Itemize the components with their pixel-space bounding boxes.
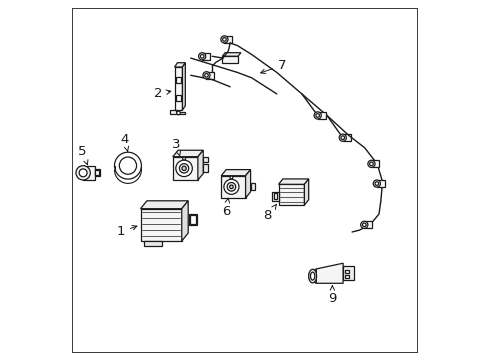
Bar xyxy=(271,192,278,201)
Text: 2: 2 xyxy=(154,87,170,100)
Polygon shape xyxy=(174,63,185,67)
Circle shape xyxy=(372,180,380,187)
Polygon shape xyxy=(278,179,308,184)
Circle shape xyxy=(339,134,346,141)
Polygon shape xyxy=(245,170,250,198)
Circle shape xyxy=(374,182,378,185)
Circle shape xyxy=(367,160,374,167)
Bar xyxy=(222,56,238,63)
Text: 9: 9 xyxy=(327,286,336,305)
Bar xyxy=(144,241,162,246)
Circle shape xyxy=(369,162,372,166)
Polygon shape xyxy=(140,209,182,241)
Ellipse shape xyxy=(308,269,316,283)
Text: 7: 7 xyxy=(260,59,286,73)
Circle shape xyxy=(313,112,321,119)
Polygon shape xyxy=(371,160,379,167)
Circle shape xyxy=(360,221,367,228)
Circle shape xyxy=(222,38,226,41)
Circle shape xyxy=(176,160,192,177)
Circle shape xyxy=(79,169,87,177)
Polygon shape xyxy=(206,72,214,79)
Text: 4: 4 xyxy=(120,132,128,151)
Bar xyxy=(273,193,277,199)
Ellipse shape xyxy=(114,152,141,179)
Circle shape xyxy=(200,54,203,58)
Polygon shape xyxy=(364,221,371,228)
Circle shape xyxy=(203,72,210,79)
Polygon shape xyxy=(202,53,210,60)
Bar xyxy=(95,169,100,176)
Bar xyxy=(203,164,207,172)
Polygon shape xyxy=(182,201,188,241)
Circle shape xyxy=(362,223,366,226)
Circle shape xyxy=(198,53,205,60)
Text: 6: 6 xyxy=(221,198,229,218)
Text: 3: 3 xyxy=(172,138,180,156)
Polygon shape xyxy=(221,170,250,176)
Bar xyxy=(190,215,195,224)
Ellipse shape xyxy=(119,157,136,174)
Polygon shape xyxy=(308,269,316,283)
Polygon shape xyxy=(83,166,95,180)
Text: 8: 8 xyxy=(263,204,276,222)
Bar xyxy=(95,170,99,175)
Polygon shape xyxy=(304,179,308,205)
Circle shape xyxy=(204,73,208,77)
Circle shape xyxy=(226,183,235,191)
Circle shape xyxy=(221,36,227,43)
Polygon shape xyxy=(198,150,203,180)
Circle shape xyxy=(315,114,319,117)
Polygon shape xyxy=(172,150,203,157)
Bar xyxy=(203,157,207,162)
Bar xyxy=(343,266,353,280)
Polygon shape xyxy=(174,67,182,110)
Polygon shape xyxy=(182,63,185,110)
Circle shape xyxy=(176,111,180,115)
Circle shape xyxy=(340,136,344,139)
Circle shape xyxy=(182,157,185,160)
Bar xyxy=(250,183,254,190)
Polygon shape xyxy=(140,201,188,209)
Bar xyxy=(176,95,180,101)
Text: 5: 5 xyxy=(78,145,88,165)
Bar xyxy=(344,275,348,278)
Circle shape xyxy=(179,164,188,173)
Polygon shape xyxy=(278,184,304,205)
Polygon shape xyxy=(376,180,384,187)
Polygon shape xyxy=(342,134,350,141)
Circle shape xyxy=(229,185,233,189)
Polygon shape xyxy=(172,157,198,180)
Ellipse shape xyxy=(310,272,314,280)
Circle shape xyxy=(224,179,239,194)
Bar xyxy=(176,77,180,83)
Polygon shape xyxy=(222,53,241,56)
Circle shape xyxy=(182,166,186,171)
Polygon shape xyxy=(170,110,185,114)
Polygon shape xyxy=(224,36,232,43)
Circle shape xyxy=(229,176,232,179)
Bar xyxy=(188,214,196,225)
Bar xyxy=(344,270,348,273)
Polygon shape xyxy=(316,263,343,283)
Text: 1: 1 xyxy=(116,225,137,238)
Polygon shape xyxy=(221,176,245,198)
Circle shape xyxy=(76,166,90,180)
Polygon shape xyxy=(317,112,325,119)
